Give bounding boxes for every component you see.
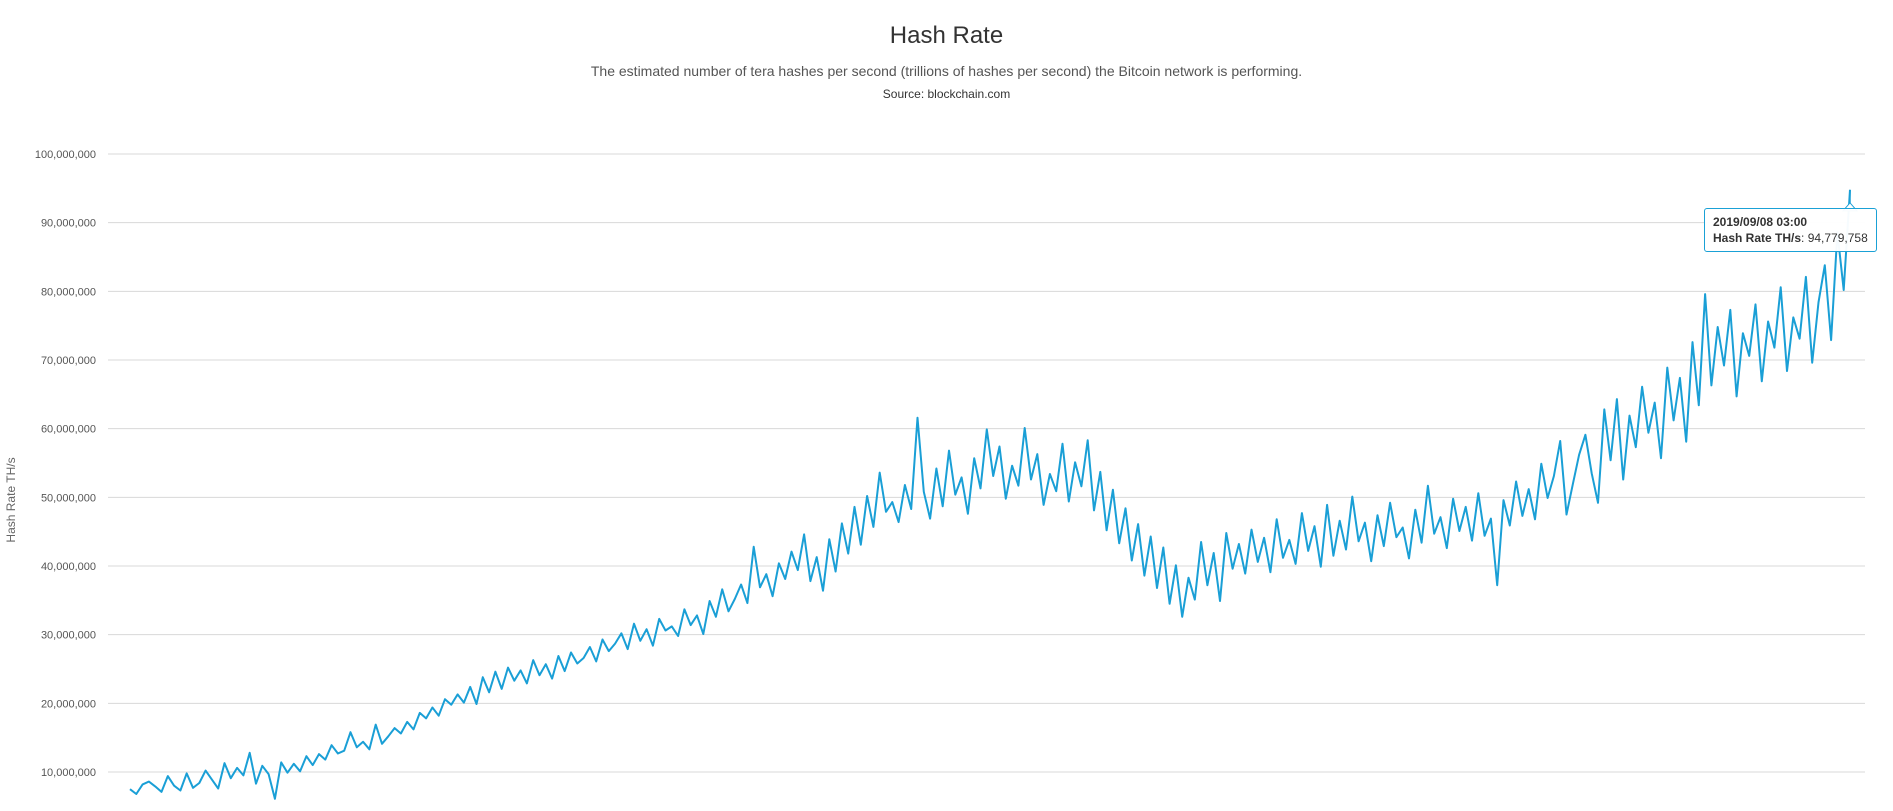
tooltip: 2019/09/08 03:00 Hash Rate TH/s: 94,779,… [1704, 208, 1877, 252]
y-tick-label: 100,000,000 [35, 149, 96, 161]
tooltip-series-label: Hash Rate TH/s [1713, 231, 1802, 245]
tooltip-date: 2019/09/08 03:00 [1713, 215, 1808, 229]
series-line[interactable] [129, 189, 1851, 800]
chart-subtitle: The estimated number of tera hashes per … [590, 63, 1303, 79]
y-tick-label: 10,000,000 [41, 767, 96, 779]
y-axis-ticks: 10,000,000 20,000,000 30,000,000 40,000,000… [35, 149, 96, 779]
gridlines [108, 153, 1865, 773]
tooltip-value: 94,779,758 [1807, 231, 1868, 245]
y-tick-label: 30,000,000 [41, 630, 96, 642]
y-tick-label: 50,000,000 [41, 492, 96, 504]
y-tick-label: 40,000,000 [41, 561, 96, 573]
y-tick-label: 90,000,000 [41, 218, 96, 230]
y-tick-label: 70,000,000 [41, 355, 96, 367]
y-tick-label: 20,000,000 [41, 698, 96, 710]
series-group [129, 189, 1851, 800]
y-tick-label: 60,000,000 [41, 424, 96, 436]
y-tick-label: 80,000,000 [41, 286, 96, 298]
y-axis-label: Hash Rate TH/s [4, 457, 18, 542]
chart-title: Hash Rate [889, 22, 1004, 49]
chart-source: Source: blockchain.com [882, 87, 1011, 101]
